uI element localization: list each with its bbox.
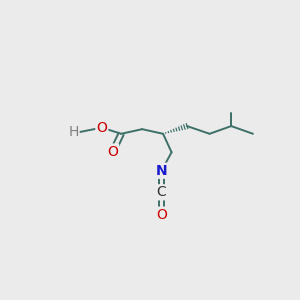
Text: N: N: [156, 164, 167, 178]
Text: H: H: [68, 125, 79, 139]
Text: C: C: [157, 185, 166, 199]
Text: O: O: [107, 145, 118, 158]
Text: O: O: [156, 208, 167, 222]
Text: O: O: [96, 121, 107, 135]
